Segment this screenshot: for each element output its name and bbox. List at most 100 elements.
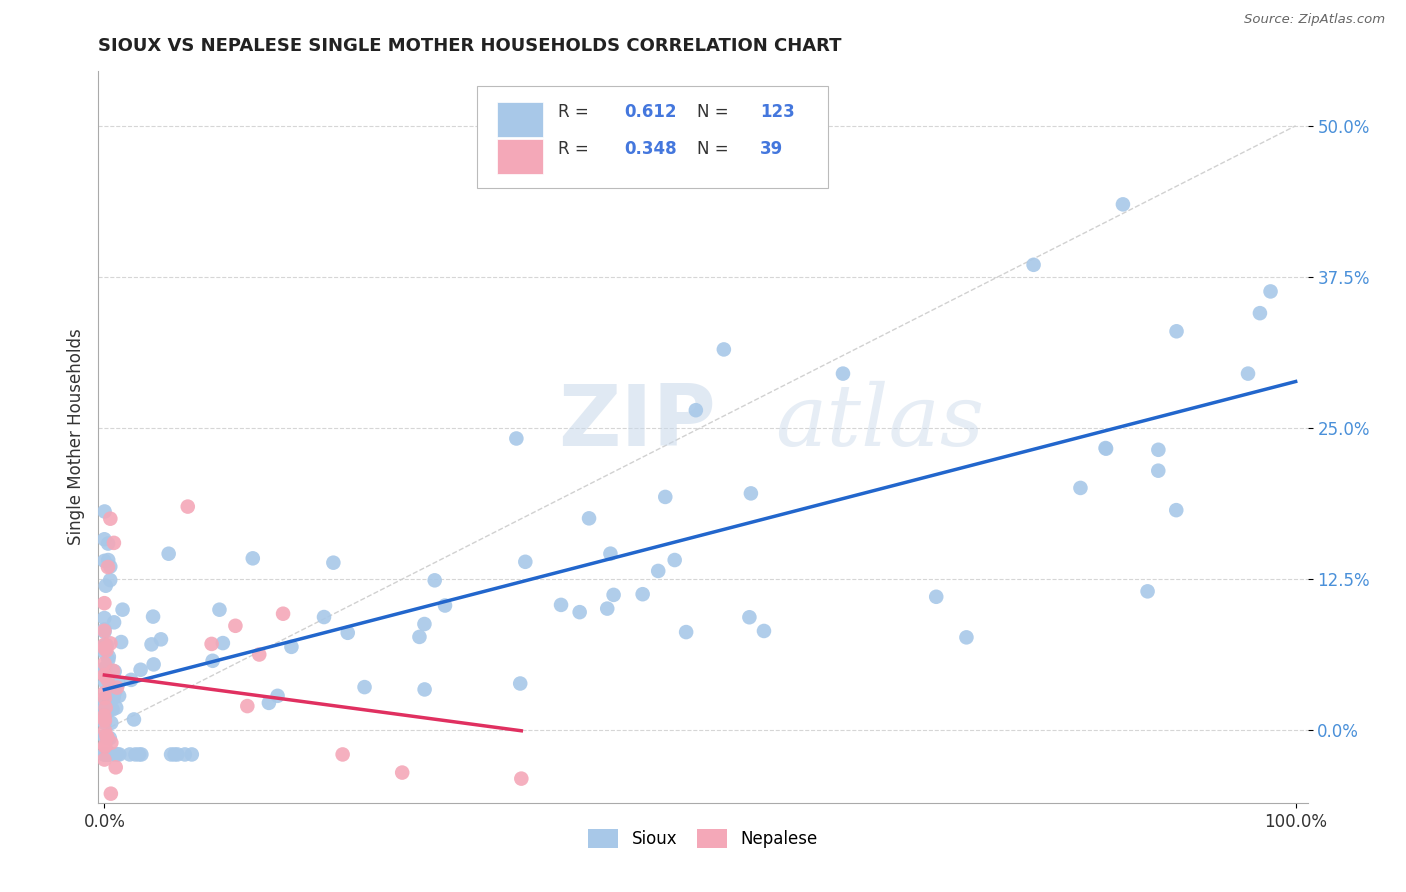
Point	[212, 636, 235, 650]
Point	[242, 551, 264, 566]
Point	[98, 573, 121, 587]
Point	[96, 673, 118, 687]
Point	[94, 691, 117, 706]
Point	[93, 641, 115, 656]
Point	[1237, 367, 1260, 381]
Point	[664, 553, 686, 567]
Point	[110, 635, 132, 649]
Point	[93, 686, 115, 700]
Point	[925, 590, 948, 604]
Y-axis label: Single Mother Households: Single Mother Households	[66, 329, 84, 545]
Point	[391, 765, 413, 780]
Point	[104, 685, 127, 699]
Point	[94, 661, 117, 675]
Point	[93, 504, 115, 518]
Point	[100, 636, 122, 650]
Point	[93, 624, 115, 639]
Point	[97, 703, 120, 717]
Point	[1094, 441, 1116, 455]
Point	[107, 676, 129, 690]
Point	[131, 747, 153, 762]
Point	[105, 700, 128, 714]
Point	[271, 607, 294, 621]
Point	[510, 772, 533, 786]
Point	[332, 747, 354, 762]
Point	[94, 739, 117, 753]
Point	[104, 665, 127, 679]
Point	[550, 598, 572, 612]
Point	[247, 648, 270, 662]
Point	[353, 680, 375, 694]
Legend: Sioux, Nepalese: Sioux, Nepalese	[579, 821, 827, 856]
Point	[103, 615, 125, 630]
Text: 0.612: 0.612	[624, 103, 676, 121]
Point	[596, 601, 619, 615]
Point	[142, 657, 165, 672]
Point	[97, 747, 120, 762]
Point	[94, 690, 117, 705]
Point	[208, 603, 231, 617]
Text: 123: 123	[759, 103, 794, 121]
Point	[96, 731, 118, 745]
Point	[97, 560, 120, 574]
Point	[93, 533, 115, 547]
Point	[94, 747, 117, 762]
Point	[124, 747, 146, 762]
Point	[257, 696, 280, 710]
Point	[97, 553, 120, 567]
Point	[160, 747, 183, 762]
Point	[93, 708, 115, 723]
Point	[312, 610, 335, 624]
Point	[1166, 324, 1188, 338]
Point	[93, 668, 115, 682]
Point	[104, 747, 127, 762]
FancyBboxPatch shape	[498, 102, 543, 137]
Point	[266, 689, 288, 703]
Point	[97, 747, 120, 762]
Point	[94, 739, 117, 754]
Point	[93, 657, 115, 671]
Point	[98, 731, 121, 745]
Point	[163, 747, 186, 762]
Point	[93, 662, 115, 676]
Point	[955, 631, 977, 645]
Point	[141, 637, 163, 651]
Point	[236, 699, 259, 714]
Point	[111, 602, 134, 616]
Text: SIOUX VS NEPALESE SINGLE MOTHER HOUSEHOLDS CORRELATION CHART: SIOUX VS NEPALESE SINGLE MOTHER HOUSEHOL…	[98, 37, 842, 54]
Point	[98, 559, 121, 574]
Point	[93, 638, 115, 652]
Point	[1095, 442, 1118, 456]
Point	[98, 702, 121, 716]
Text: R =: R =	[558, 140, 593, 158]
Point	[94, 579, 117, 593]
Point	[93, 554, 115, 568]
Point	[738, 610, 761, 624]
Point	[1147, 464, 1170, 478]
Point	[1147, 442, 1170, 457]
Point	[602, 588, 624, 602]
Text: ZIP: ZIP	[558, 381, 716, 464]
Point	[93, 623, 115, 637]
Point	[568, 605, 591, 619]
Point	[94, 669, 117, 683]
Point	[108, 689, 131, 703]
Point	[201, 654, 224, 668]
Point	[177, 500, 200, 514]
Point	[101, 664, 124, 678]
FancyBboxPatch shape	[498, 138, 543, 174]
Point	[1069, 481, 1091, 495]
Point	[93, 611, 115, 625]
Point	[108, 747, 131, 762]
Point	[100, 747, 122, 761]
Point	[93, 747, 115, 762]
Point	[104, 760, 127, 774]
Point	[93, 596, 115, 610]
Point	[94, 700, 117, 714]
Point	[97, 653, 120, 667]
Point	[93, 702, 115, 716]
Point	[100, 747, 122, 762]
Point	[100, 736, 122, 750]
Point	[94, 664, 117, 678]
Text: 39: 39	[759, 140, 783, 158]
